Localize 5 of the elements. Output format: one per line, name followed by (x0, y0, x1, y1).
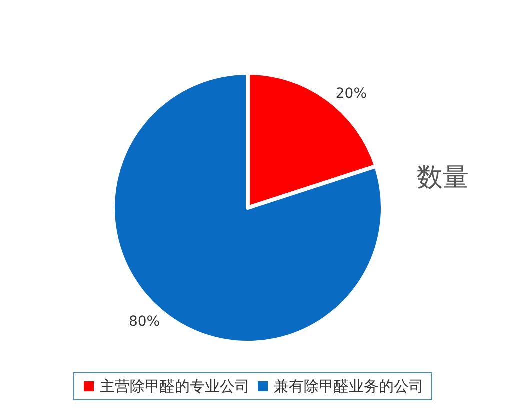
data-label: 80% (128, 314, 160, 330)
legend-label: 主营除甲醛的专业公司 (100, 378, 250, 396)
legend-label: 兼有除甲醛业务的公司 (274, 378, 424, 396)
text: 数量 (417, 163, 469, 193)
data-label: 20% (336, 86, 368, 102)
